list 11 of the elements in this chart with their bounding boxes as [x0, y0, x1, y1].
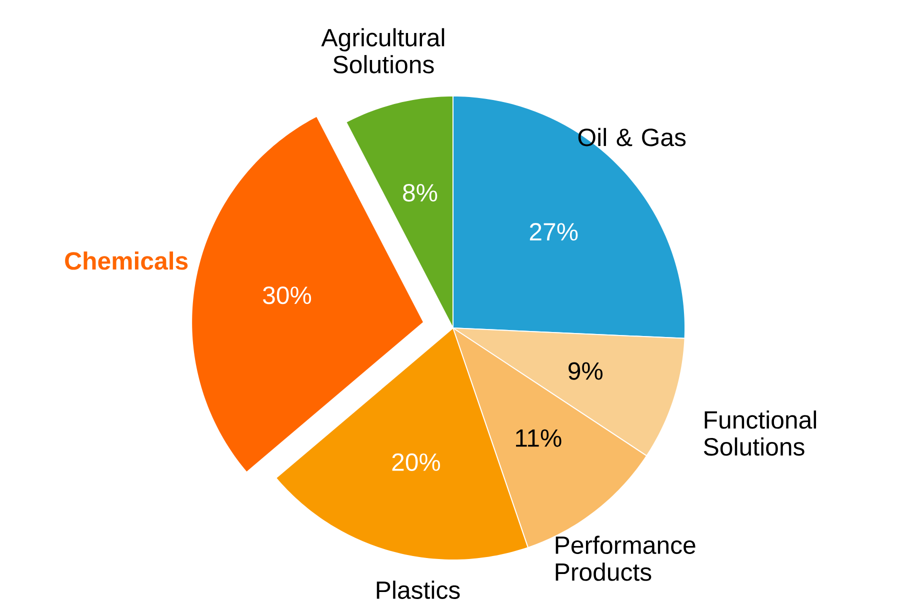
- data-label: 8%: [403, 184, 438, 202]
- data-label: 20%: [392, 453, 440, 472]
- data-label: 30%: [263, 286, 312, 304]
- slice-label: Agricultural Solutions: [321, 28, 444, 74]
- data-label: 27%: [530, 223, 578, 241]
- data-label: 9%: [568, 362, 603, 380]
- data-label: 11%: [516, 429, 562, 447]
- slice-label: Functional Solutions: [704, 410, 816, 456]
- slice-label: Plastics: [376, 580, 460, 599]
- slice-label: Performance Products: [556, 536, 696, 581]
- slice-label: Chemicals: [65, 251, 188, 270]
